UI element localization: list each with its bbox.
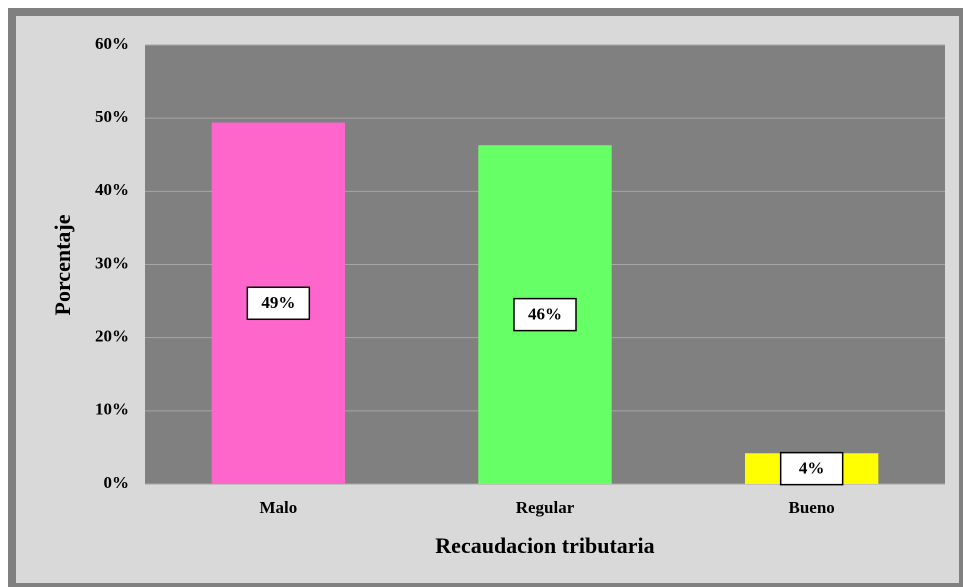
y-tick-label: 60% (95, 34, 129, 53)
x-axis-title: Recaudacion tributaria (435, 533, 654, 558)
value-label-box (513, 297, 577, 332)
value-label-box (246, 286, 311, 321)
y-tick-label: 20% (95, 327, 129, 346)
x-tick-label: Malo (259, 498, 297, 517)
y-tick-label: 0% (104, 473, 130, 492)
value-label: 46% (528, 305, 562, 324)
y-tick-label: 40% (95, 180, 129, 199)
value-label: 49% (261, 293, 295, 312)
y-tick-label: 30% (95, 253, 129, 272)
y-axis-title: Porcentaje (50, 214, 75, 315)
y-tick-label: 10% (95, 400, 129, 419)
value-label: 4% (799, 459, 825, 478)
x-tick-label: Regular (516, 498, 575, 517)
y-tick-label: 50% (95, 107, 129, 126)
x-tick-label: Bueno (789, 498, 835, 517)
value-label-box (779, 451, 844, 486)
